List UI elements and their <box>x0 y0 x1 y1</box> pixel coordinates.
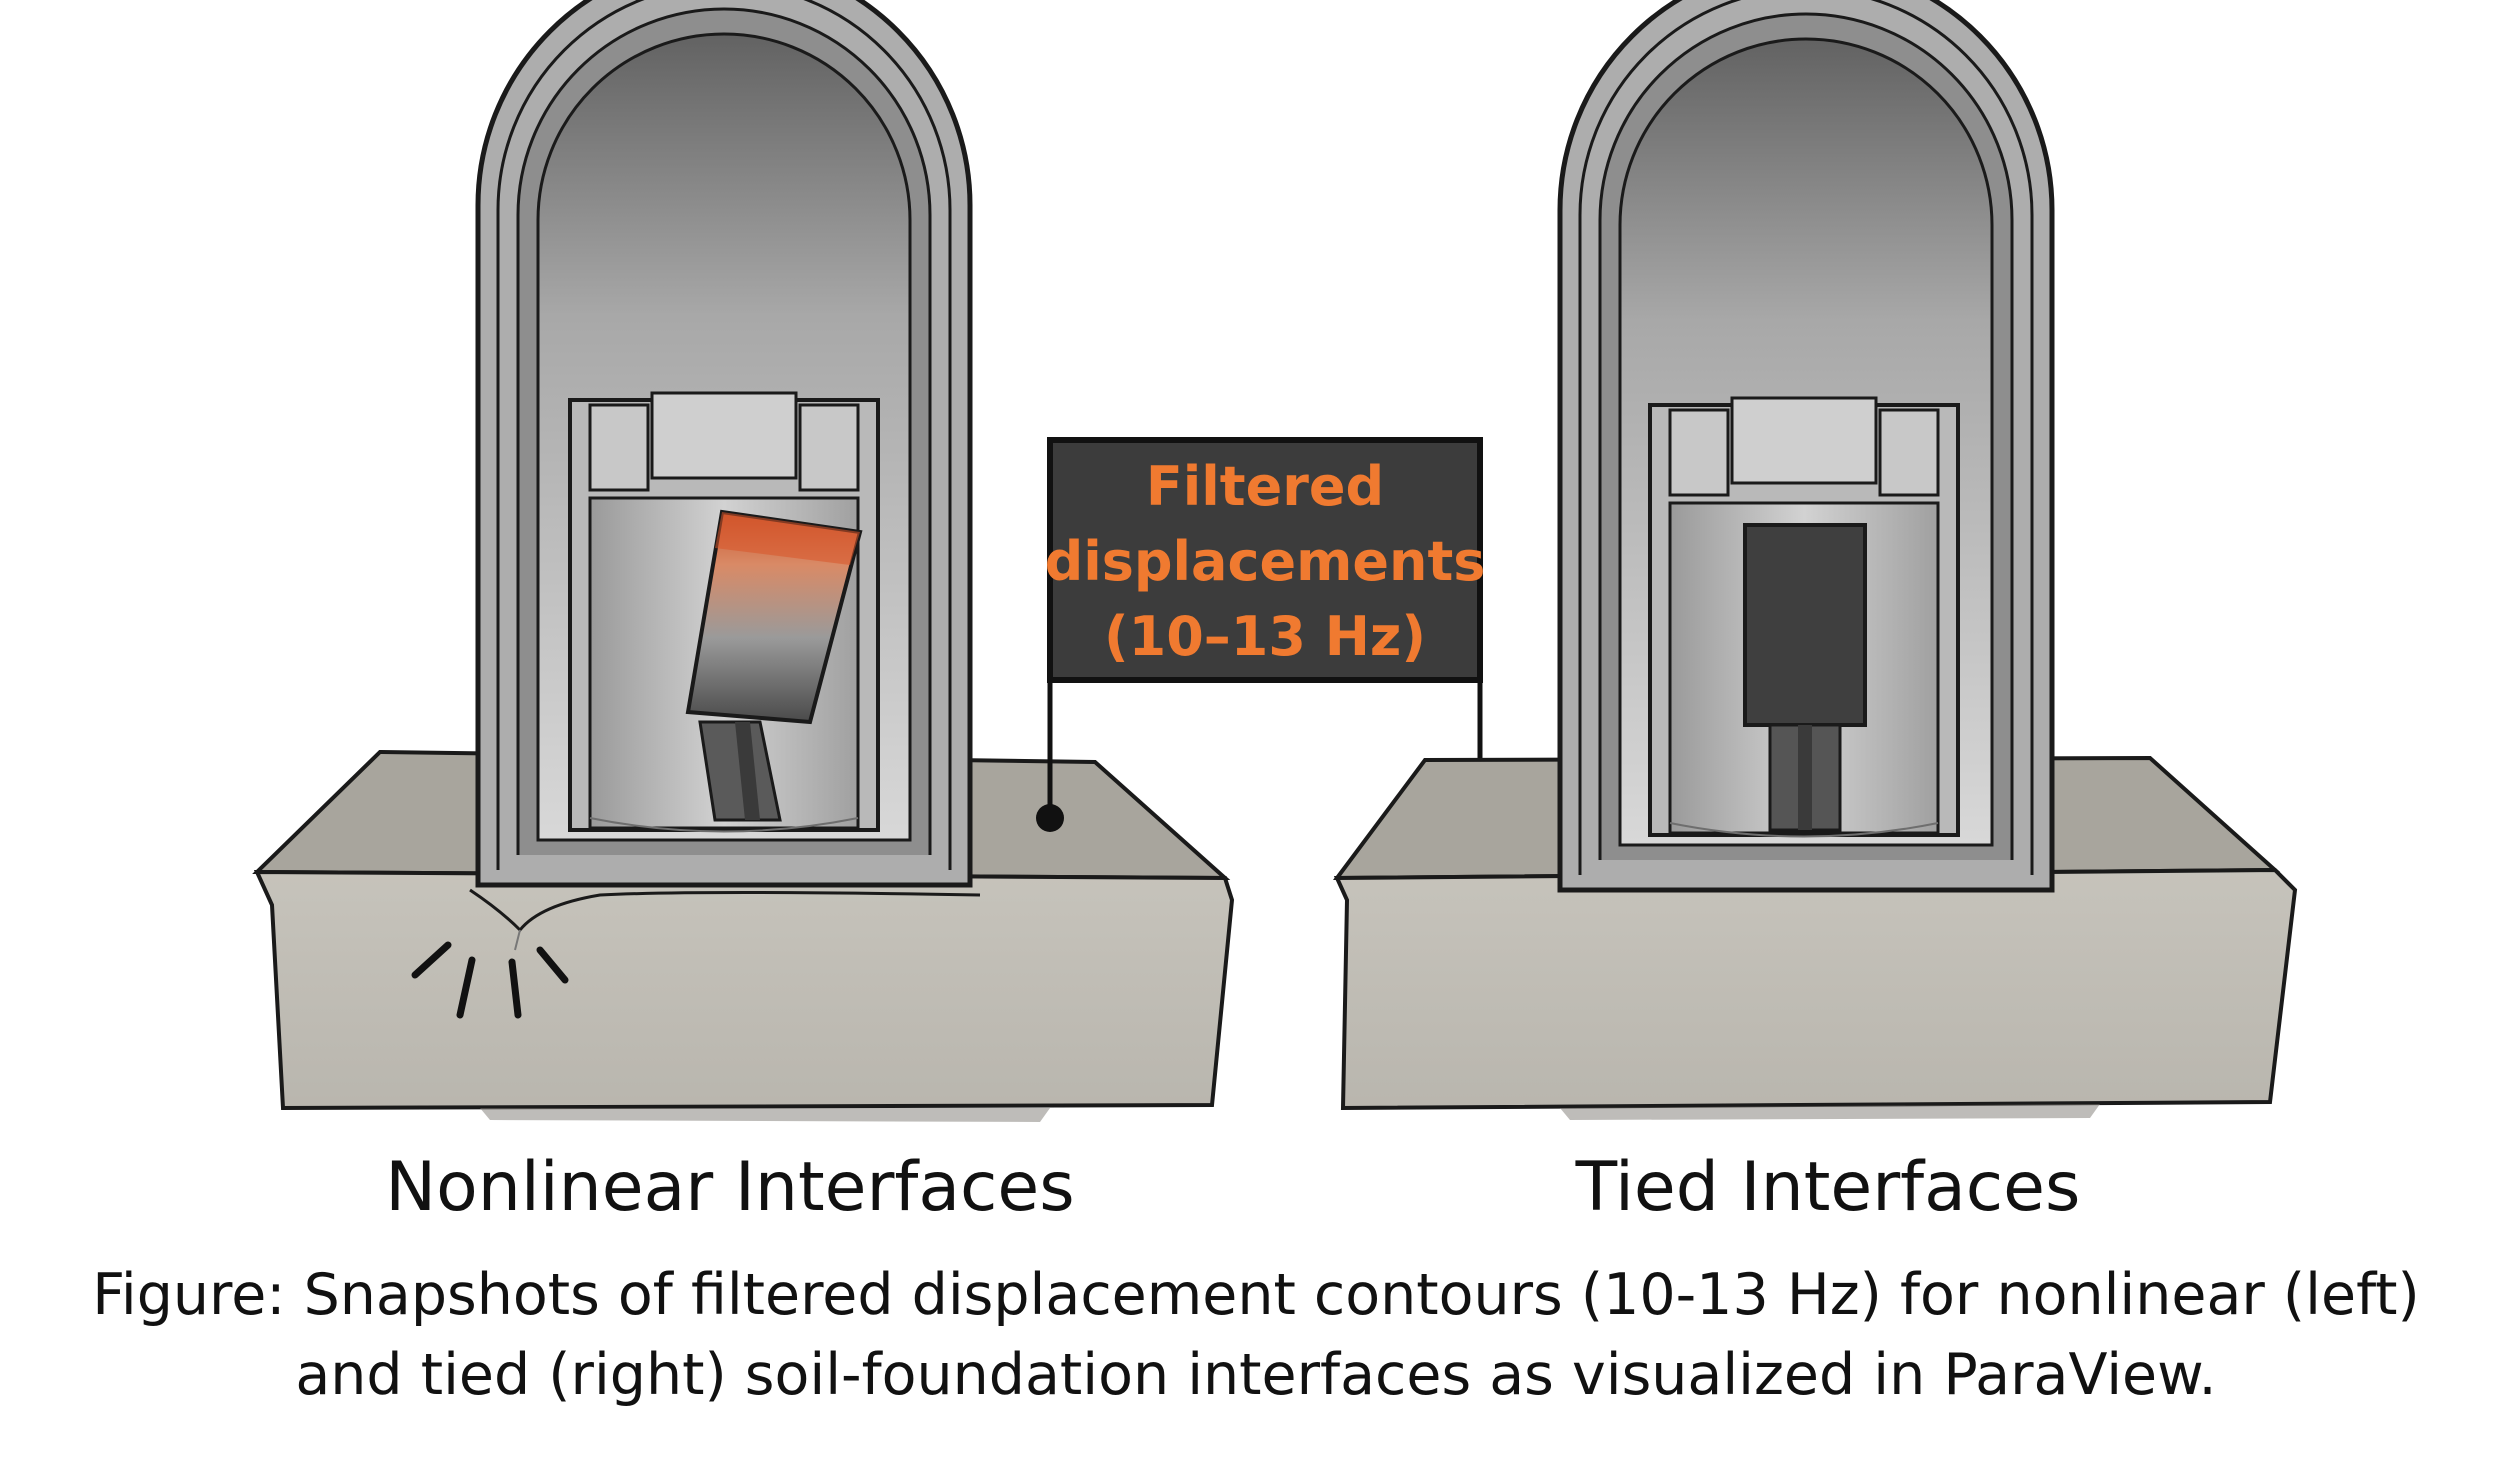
hot-contour-region <box>715 512 860 565</box>
impact-marks <box>411 941 569 1019</box>
label-tied-interfaces: Tied Interfaces <box>1575 1148 2081 1227</box>
figure-caption: Figure: Snapshots of filtered displaceme… <box>0 1255 2512 1415</box>
tilted-core <box>685 509 863 822</box>
sign-line-3: (10–13 Hz) <box>1104 605 1426 668</box>
legend-sign: Filtered displacements (10–13 Hz) <box>1036 437 1494 832</box>
left-model <box>252 0 1235 1122</box>
upright-core <box>1743 523 1867 832</box>
sign-line-1: Filtered <box>1146 455 1384 518</box>
sign-line-2: displacements <box>1045 530 1486 593</box>
caption-line-2: and tied (right) soil-foundation interfa… <box>295 1342 2217 1408</box>
sign-post-left-dot <box>1036 804 1064 832</box>
caption-line-1: Figure: Snapshots of filtered displaceme… <box>92 1262 2420 1328</box>
right-model <box>1332 0 2298 1120</box>
sign-board <box>1047 437 1483 683</box>
label-nonlinear-interfaces: Nonlinear Interfaces <box>385 1148 1075 1227</box>
